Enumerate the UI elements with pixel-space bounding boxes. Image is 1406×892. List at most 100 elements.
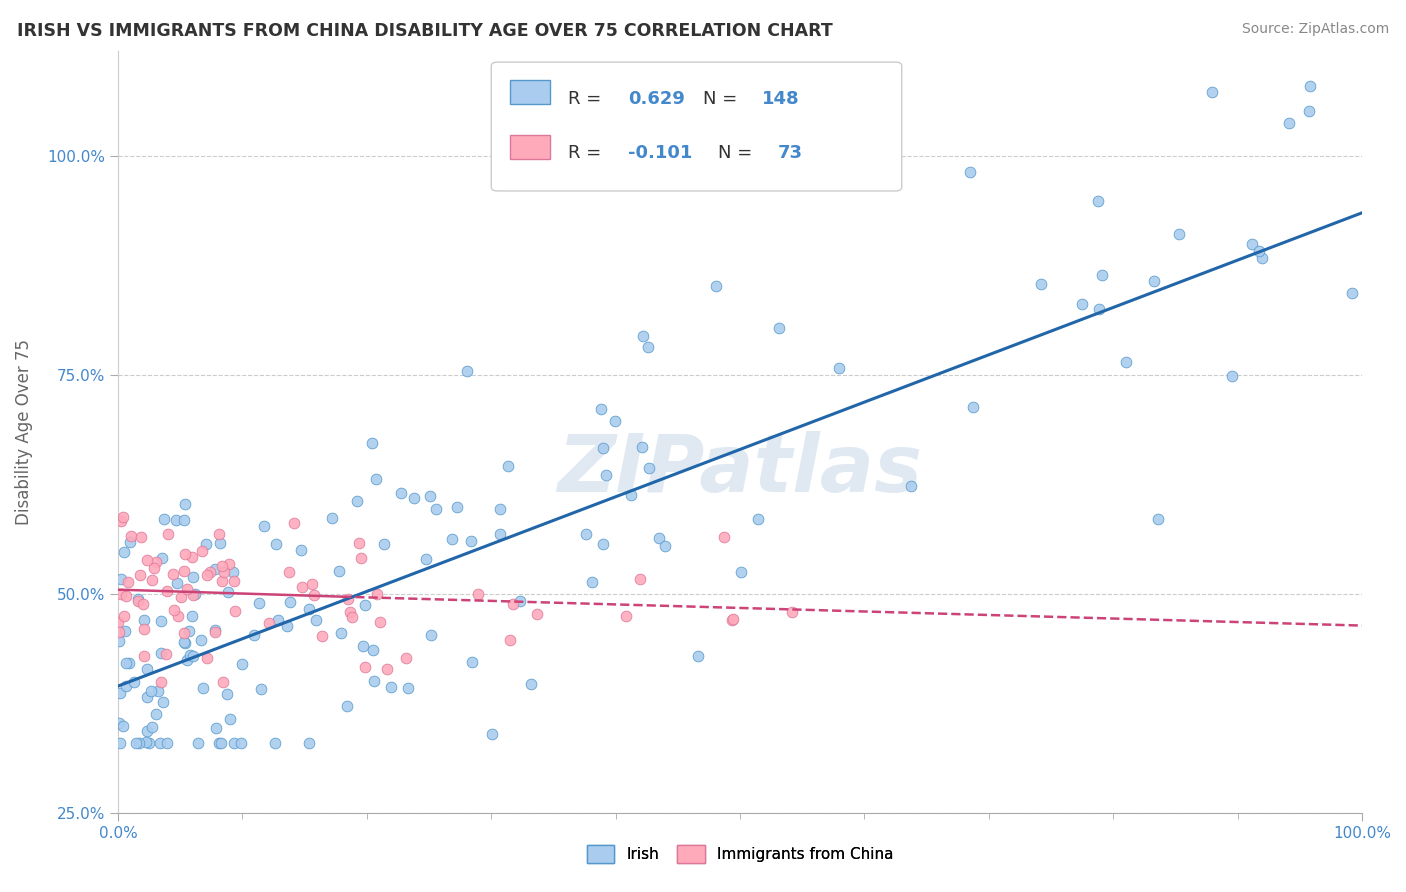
Point [141,720,163,734]
Point [592,537,614,551]
Point [347,536,370,550]
Point [352,639,374,653]
Point [354,598,377,612]
Point [402,491,425,505]
Point [730,565,752,579]
Point [136,690,159,704]
Point [117,575,139,590]
Point [1115,354,1137,368]
Point [149,646,172,660]
Point [298,736,321,750]
Point [155,647,177,661]
Point [1070,297,1092,311]
Point [1299,78,1322,93]
Point [211,559,233,574]
Point [1298,103,1320,118]
Point [1341,286,1364,301]
Point [291,580,314,594]
Point [166,609,188,624]
Y-axis label: Disability Age Over 75: Disability Age Over 75 [15,339,32,524]
Point [149,614,172,628]
Point [138,736,160,750]
Point [900,479,922,493]
Point [595,468,617,483]
Point [195,567,218,582]
Point [132,613,155,627]
Point [179,624,201,639]
Text: 0.629: 0.629 [628,89,685,108]
Point [222,574,245,588]
Point [346,494,368,508]
Point [395,651,418,665]
Point [173,513,195,527]
Point [366,472,388,486]
Point [132,597,155,611]
Point [713,531,735,545]
Point [456,364,478,378]
Point [124,736,146,750]
Point [156,736,179,750]
Point [257,615,280,630]
Point [217,687,239,701]
Point [283,516,305,530]
Point [1201,85,1223,99]
Point [204,625,226,640]
Point [446,500,468,515]
Point [174,497,197,511]
Point [1240,236,1263,251]
Point [686,648,709,663]
Point [631,440,654,454]
Point [329,625,352,640]
Point [782,605,804,619]
Point [723,612,745,626]
Point [962,401,984,415]
Point [425,501,447,516]
Point [250,681,273,696]
Point [118,534,141,549]
Point [135,661,157,675]
Point [139,684,162,698]
Point [176,582,198,596]
Point [180,609,202,624]
Point [157,527,180,541]
Point [150,674,173,689]
Point [128,736,150,750]
Point [328,564,350,578]
Point [208,527,231,541]
Point [1087,301,1109,316]
Point [1167,227,1189,241]
Point [107,615,129,629]
Point [107,633,129,648]
Text: R =: R = [568,89,607,108]
Point [141,573,163,587]
Point [467,587,489,601]
Point [828,361,851,376]
Point [589,401,612,416]
Point [368,615,391,629]
Point [496,459,519,474]
Point [208,536,231,550]
Point [721,613,744,627]
Point [117,656,139,670]
Point [193,681,215,695]
Point [363,643,385,657]
Text: N =: N = [717,145,758,162]
Point [173,635,195,649]
Point [136,723,159,738]
Point [114,624,136,639]
Point [180,550,202,565]
Point [190,544,212,558]
Point [481,727,503,741]
Point [129,568,152,582]
Point [647,531,669,545]
Point [152,695,174,709]
Point [112,545,135,559]
Point [110,572,132,586]
Point [122,674,145,689]
Point [628,573,651,587]
Point [340,610,363,624]
Point [264,736,287,750]
Point [361,435,384,450]
Point [336,592,359,607]
Text: 73: 73 [778,145,803,162]
